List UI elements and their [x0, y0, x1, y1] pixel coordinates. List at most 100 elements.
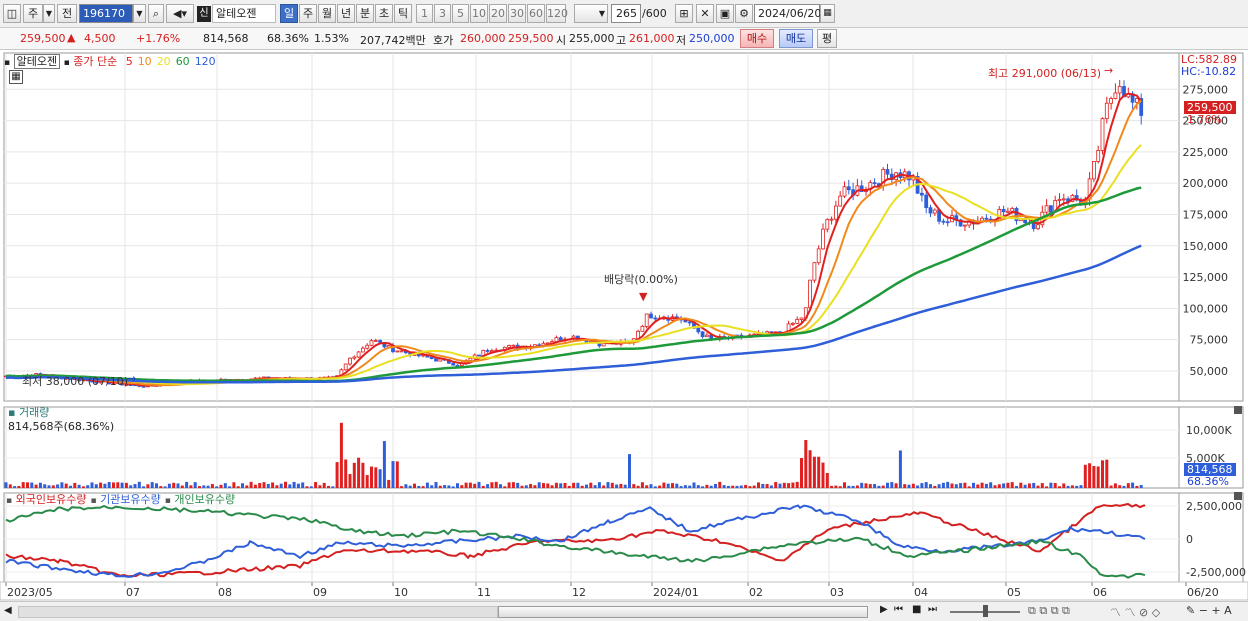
candle-body: [834, 205, 838, 220]
market-dropdown-icon[interactable]: ▼: [43, 4, 55, 23]
volume-bar: [167, 483, 171, 488]
candle-body: [369, 340, 374, 346]
tools-icon[interactable]: ✕: [696, 4, 714, 23]
interval-button-3[interactable]: 10: [470, 4, 488, 23]
volume-bar: [413, 483, 416, 488]
volume-bar: [352, 462, 356, 488]
code-dropdown-icon[interactable]: ▼: [133, 4, 146, 23]
period-tab-4[interactable]: 분: [356, 4, 374, 23]
save-icon[interactable]: ▣: [716, 4, 734, 23]
chart-area[interactable]: 275,000 250,000 225,000 200,000 175,000 150,0…: [0, 51, 1248, 621]
interval-button-4[interactable]: 20: [489, 4, 507, 23]
draw-tools-icon[interactable]: 〽 〽 ⊘ ◇: [1110, 606, 1161, 619]
volume-bar: [800, 458, 803, 488]
interval-button-0[interactable]: 1: [416, 4, 433, 23]
period-tab-1[interactable]: 주: [299, 4, 317, 23]
volume-bar: [761, 483, 765, 488]
scroll-left-icon[interactable]: ◀: [4, 605, 12, 616]
count-input[interactable]: 265: [611, 4, 641, 23]
interval-dropdown[interactable]: ▼: [574, 4, 608, 23]
candle-body: [816, 248, 821, 264]
volume-bar: [460, 485, 464, 488]
stock-chart[interactable]: 275,000 250,000 225,000 200,000 175,000 150,0…: [0, 51, 1248, 601]
volume-bar: [43, 484, 47, 488]
interval-button-2[interactable]: 5: [452, 4, 469, 23]
ma-legend-3[interactable]: 60: [175, 55, 190, 68]
rewind-icon[interactable]: ⏮: [894, 604, 903, 615]
zoom-slider-thumb[interactable]: [983, 605, 988, 617]
volume-bar: [855, 485, 859, 488]
volume-bar: [1088, 463, 1092, 488]
volume-bar: [77, 484, 81, 488]
holdings-legend-0[interactable]: ▪ 외국인보유수량: [6, 493, 87, 506]
volume-bar: [400, 486, 404, 488]
volume-bar: [1015, 486, 1018, 488]
forward-icon[interactable]: ⏭: [928, 604, 937, 615]
volume-bar: [447, 485, 451, 488]
volume-bar: [787, 483, 791, 488]
candle-body: [378, 340, 383, 343]
volume-panel-close-icon[interactable]: [1234, 406, 1242, 414]
date-input[interactable]: 2024/06/20: [754, 4, 821, 23]
stock-name-tag[interactable]: 알테오젠: [13, 54, 61, 69]
period-tab-5[interactable]: 초: [375, 4, 393, 23]
ma-legend-4[interactable]: 120: [194, 55, 216, 68]
volume-bar: [116, 482, 120, 488]
volume-bar: [443, 485, 447, 488]
stop-icon[interactable]: ■: [912, 604, 922, 615]
gear-icon[interactable]: ⚙: [735, 4, 753, 23]
holdings-panel-close-icon[interactable]: [1234, 492, 1242, 500]
scroll-thumb[interactable]: [498, 606, 868, 618]
scroll-track[interactable]: [18, 606, 498, 618]
volume-bar: [937, 484, 941, 488]
stock-code-input[interactable]: 196170: [79, 4, 133, 23]
candle-body: [451, 362, 456, 366]
holdings-legend-2[interactable]: ▪ 개인보유수량: [164, 493, 236, 506]
ma-legend-2[interactable]: 20: [156, 55, 171, 68]
volume-bar: [1027, 483, 1031, 488]
prev-button[interactable]: 전: [57, 4, 77, 23]
window-icons[interactable]: ⧉ ⧉ ⧉ ⧉: [1028, 604, 1070, 617]
period-tab-0[interactable]: 일: [280, 4, 298, 23]
period-tab-6[interactable]: 틱: [394, 4, 412, 23]
volume-ratio: 68.36%: [267, 32, 309, 45]
holdings-legend-1[interactable]: ▪ 기관보유수량: [90, 493, 161, 506]
interval-button-7[interactable]: 120: [546, 4, 568, 23]
eval-button[interactable]: 평: [817, 29, 837, 48]
zoom-icons[interactable]: ✎ − + A: [1186, 604, 1232, 617]
interval-button-6[interactable]: 60: [527, 4, 545, 23]
scroll-right-icon[interactable]: ▶: [880, 604, 888, 615]
company-name-field: 알테오젠: [212, 4, 276, 23]
volume-bar: [877, 485, 881, 488]
calendar-icon[interactable]: ▦: [820, 4, 835, 23]
candle-body: [343, 363, 348, 371]
volume-bar: [903, 484, 907, 488]
candle-body: [348, 357, 352, 365]
volume-bar: [666, 483, 670, 488]
low-price: 250,000: [689, 32, 735, 45]
volume-badge: 814,568: [1184, 463, 1236, 476]
speaker-icon[interactable]: ◀▾: [166, 4, 194, 23]
up-arrow-icon: ▲: [67, 31, 76, 44]
candle-icon[interactable]: ⊞: [675, 4, 693, 23]
market-select[interactable]: 주: [23, 4, 43, 23]
buy-button[interactable]: 매수: [740, 29, 774, 48]
sell-button[interactable]: 매도: [779, 29, 813, 48]
volume-bar: [279, 483, 283, 488]
volume-bar: [636, 485, 640, 488]
table-icon[interactable]: ▦: [9, 70, 23, 84]
volume-bar: [90, 482, 94, 488]
candle-body: [434, 358, 438, 362]
hc-label: HC:-10.82: [1181, 65, 1237, 78]
ma-legend-0[interactable]: 5: [125, 55, 133, 68]
ma-legend-1[interactable]: 10: [137, 55, 152, 68]
interval-button-1[interactable]: 3: [434, 4, 451, 23]
volume-bar: [163, 486, 167, 488]
layout-icon[interactable]: ◫: [3, 4, 21, 23]
search-icon[interactable]: ⌕: [148, 4, 164, 23]
period-tab-2[interactable]: 월: [318, 4, 336, 23]
interval-button-5[interactable]: 30: [508, 4, 526, 23]
period-tab-3[interactable]: 년: [337, 4, 355, 23]
y-tick-label: 100,000: [1183, 302, 1229, 315]
